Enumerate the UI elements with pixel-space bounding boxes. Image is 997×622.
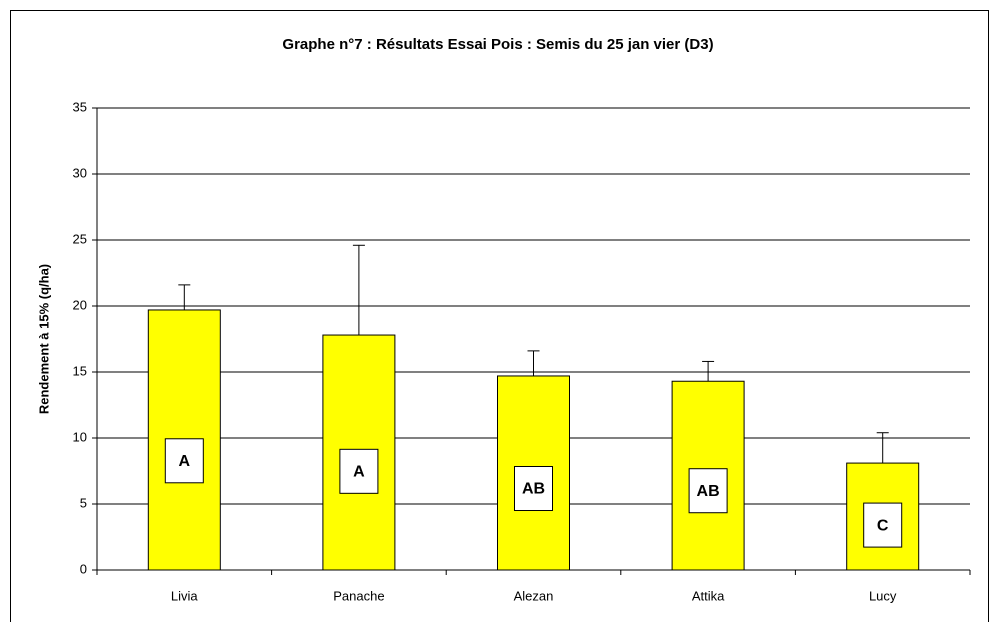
- y-tick-label: 0: [80, 561, 87, 576]
- x-tick-label: Alezan: [514, 588, 554, 603]
- y-tick-label: 10: [73, 429, 87, 444]
- y-tick-label: 15: [73, 363, 87, 378]
- annotation: A: [179, 453, 191, 470]
- y-tick-label: 25: [73, 231, 87, 246]
- annotation: C: [877, 517, 889, 534]
- chart-title: Graphe n°7 : Résultats Essai Pois : Semi…: [282, 36, 713, 53]
- y-tick-label: 20: [73, 297, 87, 312]
- y-tick-label: 35: [73, 99, 87, 114]
- y-axis-label: Rendement à 15% (q/ha): [36, 264, 51, 414]
- annotation-box: [863, 502, 903, 548]
- y-tick-label: 5: [80, 495, 87, 510]
- y-tick-label: 30: [73, 165, 87, 180]
- annotation: A: [353, 464, 365, 481]
- annotation-box: [514, 466, 553, 512]
- x-tick-label: Lucy: [869, 588, 897, 603]
- x-tick-label: Attika: [692, 588, 725, 603]
- annotation: AB: [522, 481, 545, 498]
- annotation-box: [164, 438, 204, 484]
- x-tick-label: Livia: [171, 588, 199, 603]
- x-tick-label: Panache: [333, 588, 384, 603]
- annotation-box: [688, 468, 728, 514]
- annotation: AB: [697, 483, 720, 500]
- annotation-box: [339, 448, 379, 494]
